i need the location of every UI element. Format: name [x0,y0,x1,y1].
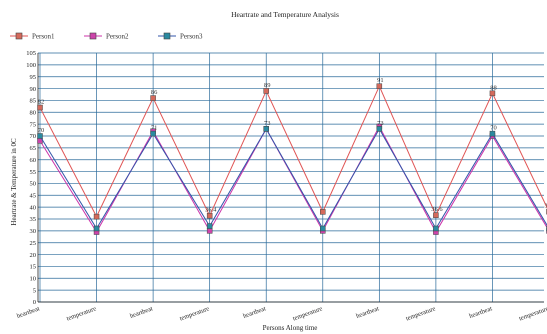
y-tick-label: 100 [26,62,36,69]
data-point [376,126,383,132]
x-tick-label: heartbeat [468,305,493,320]
y-tick-label: 20 [30,252,37,259]
data-label: 38.1 [544,203,547,210]
data-point [433,212,439,218]
data-label: 71 [151,125,158,132]
data-point [320,225,326,232]
x-tick-label: heartbeat [16,305,41,320]
data-label: 73 [264,120,271,127]
legend-marker-1 [15,32,23,40]
y-tick-label: 80 [30,109,37,116]
data-label: 82 [38,99,45,106]
y-tick-label: 5 [33,287,36,294]
data-point [206,223,213,229]
x-tick-label: temperature [292,305,324,322]
data-label: 36.4 [205,207,217,214]
y-tick-label: 45 [30,192,37,199]
grid [37,52,544,303]
data-point [433,225,439,232]
data-label: 91 [377,77,384,84]
y-tick-label: 90 [30,86,37,93]
y-tick-label: 10 [30,275,37,282]
y-tick-label: 55 [30,169,37,176]
legend-label-3: Person3 [180,33,203,41]
data-label: 36.6 [431,206,443,213]
y-tick-label: 50 [30,181,37,188]
data-label: 89 [264,82,271,89]
data-point [263,88,269,94]
data-point [150,95,156,101]
y-tick-labels: 0 5 10 15 20 25 30 35 40 45 50 55 60 65 70 75 80 85 90 95 10… [26,50,36,306]
legend-label-1: Person1 [32,33,55,41]
data-point [93,225,100,232]
legend-label-2: Person2 [106,33,129,41]
data-point [37,104,43,111]
y-axis-label: Heartrate & Temperature in 0C [10,138,18,226]
y-tick-label: 95 [30,74,37,81]
series-line-2 [39,125,547,234]
x-tick-labels: heartbeat temperature heartbeat temperature… [16,305,547,322]
data-point [150,130,156,137]
data-point [206,228,213,234]
y-tick-label: 85 [30,98,37,105]
y-tick-label: 40 [30,204,37,211]
legend: Person1 Person2 Person3 [10,33,203,41]
data-label: 86 [151,89,158,96]
x-tick-label: heartbeat [355,305,380,320]
series-line-1 [39,84,547,218]
chart-title: Heartrate and Temperature Analysis [231,10,339,19]
data-label: 70 [490,125,497,132]
data-point [206,212,213,219]
data-label: 88 [490,84,497,91]
x-tick-label: temperature [66,305,98,322]
y-tick-label: 0 [33,299,36,306]
y-tick-label: 30 [30,228,37,235]
legend-marker-3 [163,32,171,40]
y-tick-label: 15 [30,264,37,271]
y-tick-label: 35 [30,216,37,223]
y-tick-label: 105 [26,50,36,57]
data-point [489,130,496,137]
y-tick-label: 75 [30,121,37,128]
x-tick-label: heartbeat [129,305,154,320]
x-tick-label: temperature [405,305,437,322]
legend-marker-2 [89,32,97,40]
data-point [93,213,100,220]
series-line-3 [39,127,547,230]
y-tick-label: 65 [30,145,37,152]
y-tick-label: 25 [30,240,37,247]
y-tick-label: 60 [30,157,37,164]
data-point [37,133,43,139]
x-tick-label: temperature [518,305,547,322]
y-tick-label: 70 [30,133,37,140]
data-point [320,209,326,215]
x-tick-label: temperature [179,305,211,322]
data-point [376,83,383,89]
x-axis-label: Persons Along time [263,324,318,332]
data-label: 70 [38,127,45,134]
x-tick-label: heartbeat [242,305,267,320]
data-point [263,126,269,132]
data-point [489,90,496,97]
data-label: 73 [377,120,384,127]
